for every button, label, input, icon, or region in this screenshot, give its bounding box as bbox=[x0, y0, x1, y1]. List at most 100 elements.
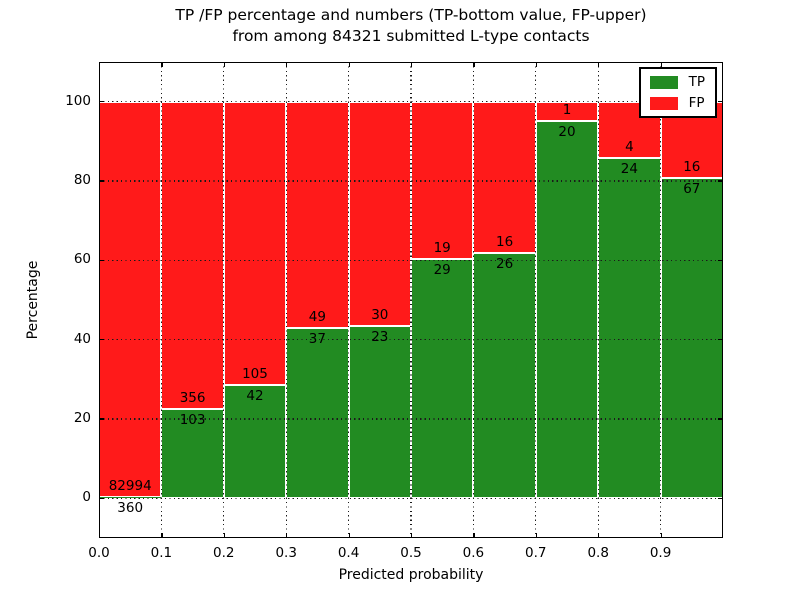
x-tick-mark bbox=[348, 533, 350, 538]
x-tick-mark bbox=[721, 533, 723, 538]
fp-count-label: 105 bbox=[242, 366, 268, 382]
tp-swatch-icon bbox=[649, 75, 678, 89]
fp-bar-segment bbox=[473, 101, 536, 253]
x-tick-label: 0.6 bbox=[462, 545, 485, 561]
fp-count-label: 356 bbox=[179, 390, 206, 407]
gridline-vertical bbox=[535, 62, 537, 538]
gridline-vertical bbox=[160, 62, 162, 538]
y-tick-mark bbox=[718, 339, 723, 341]
gridline-horizontal bbox=[99, 259, 723, 261]
plot-area: TP FP 82994 360 356 103 105 42 49 37 30 23 19 29 16 2… bbox=[99, 62, 723, 538]
y-tick-mark bbox=[99, 339, 104, 341]
x-tick-mark bbox=[473, 533, 475, 538]
x-tick-mark bbox=[99, 62, 101, 67]
gridline-horizontal bbox=[99, 497, 723, 499]
fp-bar-segment bbox=[223, 101, 287, 385]
x-tick-mark bbox=[660, 533, 662, 538]
fp-count-label: 49 bbox=[308, 308, 326, 325]
gridline-horizontal bbox=[99, 339, 723, 341]
x-tick-mark bbox=[721, 62, 723, 67]
x-tick-label: 0.9 bbox=[649, 545, 672, 561]
x-tick-label: 0.8 bbox=[587, 545, 609, 561]
tp-count-label: 23 bbox=[371, 329, 389, 346]
x-tick-label: 0.2 bbox=[213, 545, 235, 561]
tp-count-label: 42 bbox=[246, 388, 264, 404]
y-tick-mark bbox=[99, 101, 104, 103]
chart-title-line2: from among 84321 submitted L-type contac… bbox=[232, 27, 590, 45]
fp-bar-segment bbox=[348, 101, 411, 327]
gridline-vertical bbox=[285, 62, 287, 538]
y-tick-label: 100 bbox=[65, 92, 91, 109]
tp-count-label: 24 bbox=[620, 161, 638, 178]
gridline-horizontal bbox=[99, 180, 723, 182]
y-tick-mark bbox=[99, 418, 104, 420]
y-tick-mark bbox=[718, 497, 723, 499]
x-tick-mark bbox=[161, 62, 163, 67]
tp-bar-segment bbox=[411, 258, 474, 499]
tp-count-label: 67 bbox=[683, 181, 701, 198]
tp-bar-segment bbox=[286, 327, 349, 499]
x-tick-mark bbox=[348, 62, 350, 67]
x-tick-label: 0.3 bbox=[275, 545, 297, 561]
tp-bar-segment bbox=[473, 252, 536, 499]
x-tick-label: 0.7 bbox=[525, 545, 547, 561]
fp-count-label: 82994 bbox=[108, 477, 152, 494]
tp-bar-segment bbox=[535, 120, 599, 499]
fp-count-label: 16 bbox=[683, 159, 701, 176]
x-tick-mark bbox=[286, 62, 288, 67]
fp-count-label: 4 bbox=[625, 139, 634, 156]
y-tick-mark bbox=[99, 497, 104, 499]
legend-item-fp: FP bbox=[649, 95, 705, 111]
tp-count-label: 29 bbox=[433, 261, 451, 278]
tp-count-label: 103 bbox=[179, 412, 206, 429]
x-tick-mark bbox=[223, 533, 225, 538]
legend-item-tp: TP bbox=[649, 74, 705, 90]
x-tick-label: 0.0 bbox=[88, 545, 110, 561]
x-tick-label: 0.4 bbox=[337, 545, 360, 561]
fp-count-label: 16 bbox=[495, 233, 514, 250]
y-tick-label: 60 bbox=[73, 251, 91, 268]
x-tick-mark bbox=[286, 533, 288, 538]
y-tick-label: 20 bbox=[73, 410, 91, 426]
y-tick-mark bbox=[718, 101, 723, 103]
y-tick-label: 0 bbox=[82, 489, 91, 506]
x-tick-mark bbox=[535, 533, 537, 538]
tp-count-label: 37 bbox=[308, 330, 326, 347]
gridline-vertical bbox=[410, 62, 412, 538]
tp-bar-segment bbox=[223, 385, 287, 499]
y-tick-mark bbox=[99, 180, 104, 182]
x-tick-mark bbox=[473, 62, 475, 67]
fp-swatch-icon bbox=[649, 96, 678, 110]
fp-bar-segment bbox=[286, 101, 349, 328]
gridline-horizontal bbox=[99, 101, 723, 103]
x-axis-label: Predicted probability bbox=[338, 567, 484, 583]
gridline-vertical bbox=[223, 62, 225, 538]
gridline-horizontal bbox=[99, 418, 723, 420]
chart-title-line1: TP /FP percentage and numbers (TP-bottom… bbox=[175, 6, 647, 24]
x-tick-mark bbox=[99, 533, 101, 538]
x-tick-mark bbox=[223, 62, 225, 67]
tp-count-label: 360 bbox=[117, 499, 144, 516]
fp-count-label: 30 bbox=[371, 307, 389, 324]
fp-bar-segment bbox=[161, 101, 224, 410]
x-tick-mark bbox=[411, 62, 413, 67]
y-tick-mark bbox=[718, 259, 723, 261]
y-axis-label: Percentage bbox=[25, 260, 41, 340]
legend-label-tp: TP bbox=[688, 74, 705, 90]
tp-bar-segment bbox=[348, 326, 411, 499]
x-tick-label: 0.1 bbox=[150, 545, 173, 561]
x-tick-mark bbox=[598, 62, 600, 67]
x-tick-mark bbox=[411, 533, 413, 538]
x-tick-label: 0.5 bbox=[400, 545, 422, 561]
gridline-vertical bbox=[597, 62, 599, 538]
fp-bar-segment bbox=[99, 101, 162, 497]
legend-label-fp: FP bbox=[688, 95, 705, 111]
fp-count-label: 19 bbox=[433, 239, 451, 256]
tp-count-label: 20 bbox=[558, 123, 576, 140]
tp-bar-segment bbox=[598, 158, 661, 499]
y-tick-label: 80 bbox=[73, 172, 91, 188]
tp-bar-segment bbox=[99, 496, 162, 499]
y-tick-label: 40 bbox=[73, 330, 91, 347]
y-tick-mark bbox=[718, 418, 723, 420]
